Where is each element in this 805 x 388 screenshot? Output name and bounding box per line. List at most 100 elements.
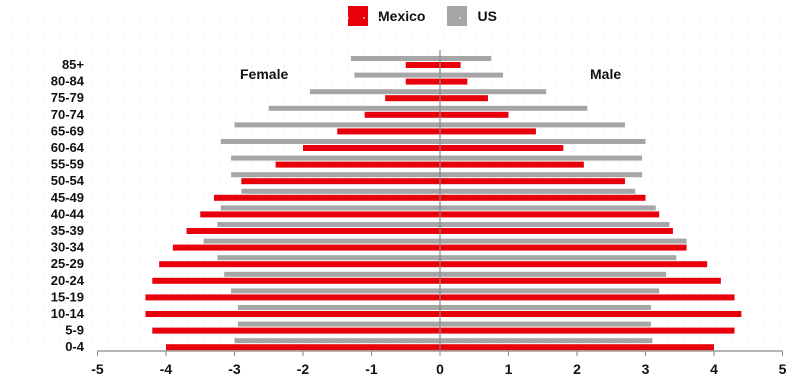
background-dot [59, 321, 61, 323]
background-dot [11, 145, 13, 147]
background-dot [11, 209, 13, 211]
bar-us-female [217, 255, 440, 261]
bar-mexico-female [364, 111, 440, 118]
background-dot [283, 17, 285, 19]
background-dot [651, 113, 653, 115]
bar-mexico-female [303, 145, 440, 151]
category-label: 65-69 [51, 123, 84, 138]
background-dot [203, 113, 205, 115]
background-dot [155, 97, 157, 99]
background-dot [107, 337, 109, 339]
background-dot [235, 321, 237, 323]
background-dot [683, 33, 685, 35]
background-dot [59, 337, 61, 339]
bar-mexico-male [440, 161, 584, 168]
background-dot [59, 81, 61, 83]
background-dot [395, 81, 397, 83]
background-dot [555, 81, 557, 83]
background-dot [683, 257, 685, 259]
bar-us-female [234, 338, 440, 344]
background-dot [203, 257, 205, 259]
background-dot [11, 273, 13, 275]
background-dot [619, 97, 621, 99]
bar-mexico-female [385, 95, 440, 102]
legend-item-us: US [447, 6, 497, 26]
background-dot [667, 113, 669, 115]
background-dot [123, 177, 125, 179]
bar-mexico-male [440, 228, 673, 234]
background-dot [683, 17, 685, 19]
background-dot [683, 273, 685, 275]
background-dot [155, 337, 157, 339]
background-dot [699, 225, 701, 227]
background-dot [315, 49, 317, 51]
background-dot [683, 209, 685, 211]
background-dot [43, 145, 45, 147]
background-dot [715, 193, 717, 195]
background-dot [731, 273, 733, 275]
background-dot [603, 161, 605, 163]
background-dot [763, 97, 765, 99]
category-label: 15-19 [51, 289, 84, 304]
background-dot [571, 65, 573, 67]
background-dot [203, 321, 205, 323]
background-dot [715, 145, 717, 147]
background-dot [747, 177, 749, 179]
background-dot [763, 209, 765, 211]
background-dot [219, 305, 221, 307]
background-dot [779, 241, 781, 243]
background-dot [779, 225, 781, 227]
background-dot [779, 177, 781, 179]
background-dot [587, 145, 589, 147]
background-dot [123, 17, 125, 19]
background-dot [731, 177, 733, 179]
background-dot [75, 81, 77, 83]
background-dot [187, 97, 189, 99]
background-dot [603, 49, 605, 51]
background-dot [683, 65, 685, 67]
background-dot [43, 193, 45, 195]
background-dot [11, 177, 13, 179]
background-dot [187, 113, 189, 115]
background-dot [315, 17, 317, 19]
bar-us-female [237, 305, 440, 310]
bar-mexico-male [440, 311, 742, 317]
category-label: 25-29 [51, 256, 84, 271]
background-dot [683, 81, 685, 83]
background-dot [75, 273, 77, 275]
category-label: 35-39 [51, 223, 84, 238]
background-dot [523, 17, 525, 19]
background-dot [155, 177, 157, 179]
background-dot [747, 225, 749, 227]
background-dot [187, 161, 189, 163]
bar-mexico-female [275, 161, 440, 168]
background-dot [139, 337, 141, 339]
background-dot [475, 49, 477, 51]
background-dot [731, 49, 733, 51]
category-label: 55-59 [51, 157, 84, 172]
background-dot [747, 209, 749, 211]
background-dot [763, 129, 765, 131]
background-dot [187, 49, 189, 51]
bar-mexico-female [337, 128, 440, 135]
background-dot [651, 49, 653, 51]
background-dot [219, 113, 221, 115]
bar-us-male [440, 338, 653, 344]
background-dot [651, 193, 653, 195]
background-dot [299, 129, 301, 131]
background-dot [699, 145, 701, 147]
background-dot [171, 305, 173, 307]
background-dot [139, 225, 141, 227]
bar-mexico-male [440, 327, 735, 334]
bar-mexico-female [152, 327, 441, 334]
background-dot [267, 65, 269, 67]
background-dot [235, 177, 237, 179]
background-dot [747, 113, 749, 115]
background-dot [27, 241, 29, 243]
background-dot [155, 225, 157, 227]
background-dot [667, 337, 669, 339]
x-tick-label: -5 [91, 361, 104, 377]
background-dot [123, 337, 125, 339]
background-dot [315, 33, 317, 35]
background-dot [699, 193, 701, 195]
